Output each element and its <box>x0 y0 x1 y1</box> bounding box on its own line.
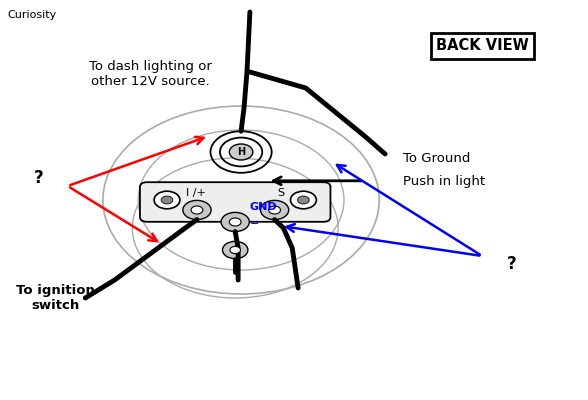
Text: ?: ? <box>34 169 43 187</box>
Circle shape <box>229 218 241 226</box>
Text: S: S <box>277 188 284 198</box>
Circle shape <box>290 191 316 209</box>
Circle shape <box>260 200 289 220</box>
Text: −: − <box>250 219 259 229</box>
Circle shape <box>269 206 280 214</box>
Text: To dash lighting or
other 12V source.: To dash lighting or other 12V source. <box>89 60 211 88</box>
Text: BACK VIEW: BACK VIEW <box>436 38 529 54</box>
Text: I /+: I /+ <box>186 188 206 198</box>
Circle shape <box>221 212 249 232</box>
Circle shape <box>191 206 203 214</box>
Circle shape <box>154 191 180 209</box>
Text: Push in light: Push in light <box>403 176 485 188</box>
Circle shape <box>229 144 253 160</box>
Text: H: H <box>237 147 245 157</box>
Text: GND: GND <box>250 202 278 212</box>
FancyBboxPatch shape <box>140 182 330 222</box>
Text: To ignition
switch: To ignition switch <box>16 284 95 312</box>
Circle shape <box>298 196 309 204</box>
Text: ?: ? <box>507 255 516 273</box>
Circle shape <box>183 200 211 220</box>
Circle shape <box>222 241 248 259</box>
Text: Curiosity: Curiosity <box>7 10 56 20</box>
Circle shape <box>230 246 240 254</box>
Text: To Ground: To Ground <box>403 152 470 164</box>
Circle shape <box>161 196 173 204</box>
